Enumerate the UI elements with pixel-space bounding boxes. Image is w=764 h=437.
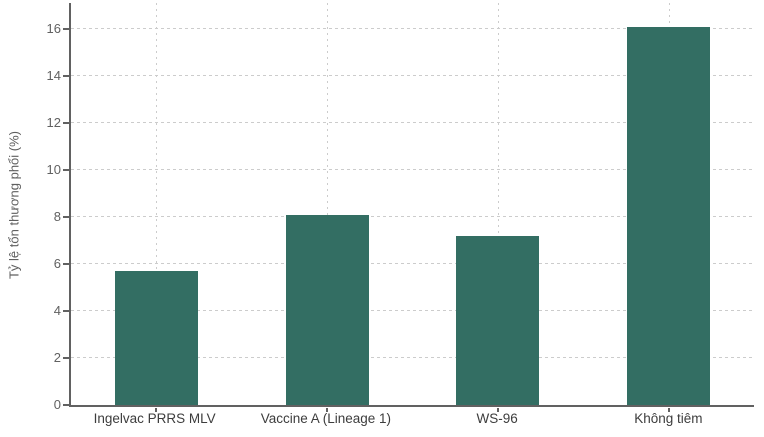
gridline-horizontal [71,121,754,123]
plot-area [63,3,754,412]
bar [627,26,711,405]
x-axis-labels: Ingelvac PRRS MLV Vaccine A (Lineage 1) WS… [69,411,754,429]
y-tick-label: 0 [53,397,61,412]
gridline-horizontal [71,309,754,311]
y-tick-mark [63,215,69,218]
y-tick-mark [63,168,69,171]
y-tick-mark [63,27,69,30]
y-tick-label: 4 [53,302,61,318]
x-tick-mark [667,408,670,412]
gridline-vertical [156,3,158,405]
gridline-horizontal [71,74,754,76]
gridline-vertical [327,3,329,405]
x-category-label: Vaccine A (Lineage 1) [260,411,392,426]
x-category-label: Ingelvac PRRS MLV [93,411,216,426]
y-tick-mark [63,356,69,359]
y-tick-label: 10 [46,161,61,177]
y-tick-mark [63,74,69,77]
x-tick-mark [496,408,499,412]
y-tick-mark [63,404,69,406]
gridline-horizontal [71,262,754,264]
x-category-label: WS-96 [476,411,518,426]
x-tick-mark [155,408,158,412]
gridline-vertical [497,3,499,405]
x-category-label: Không tiêm [634,411,703,426]
y-tick-mark [63,309,69,312]
y-tick-label: 16 [46,20,61,36]
y-axis-tick-labels: 0 2 4 6 8 10 12 14 16 [0,3,61,412]
gridline-horizontal [71,356,754,358]
bar [114,271,198,405]
y-tick-label: 14 [46,67,61,83]
y-tick-mark [63,262,69,265]
x-tick-mark [326,408,329,412]
bar [456,235,540,405]
bar [285,214,369,405]
gridline-horizontal [71,215,754,217]
gridline-horizontal [71,168,754,170]
y-tick-mark [63,121,69,124]
y-tick-label: 12 [46,114,61,130]
y-tick-label: 8 [53,208,61,224]
gridline-horizontal [71,27,754,29]
y-tick-label: 6 [53,255,61,271]
y-tick-label: 2 [53,349,61,365]
